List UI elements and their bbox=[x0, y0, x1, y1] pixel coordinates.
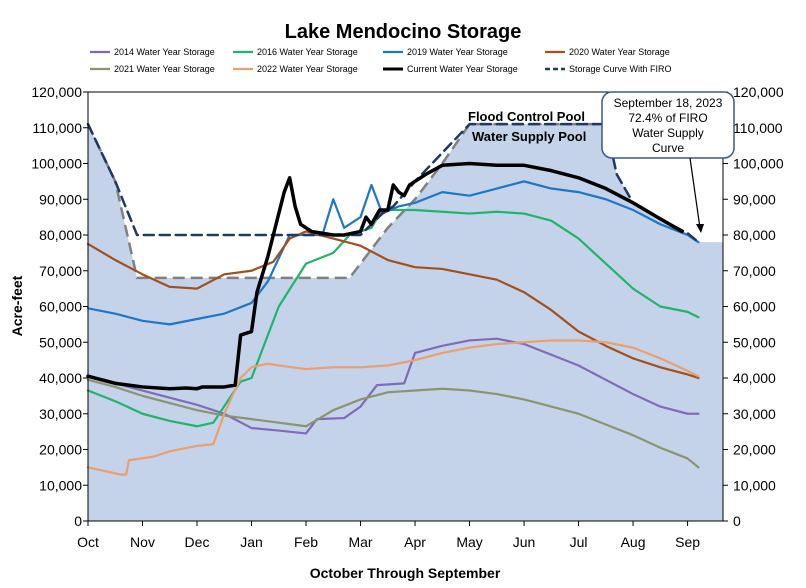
x-tick-label: Nov bbox=[130, 534, 155, 550]
y-tick-label-right: 10,000 bbox=[733, 477, 776, 493]
y-tick-label-right: 100,000 bbox=[733, 156, 784, 172]
legend-entry: 2022 Water Year Storage bbox=[257, 64, 358, 74]
legend-entry: 2020 Water Year Storage bbox=[569, 47, 670, 57]
y-tick-label-right: 110,000 bbox=[733, 120, 783, 136]
series-line-2014-water-year-storage bbox=[86, 337, 700, 435]
x-tick-label: Jul bbox=[570, 534, 588, 550]
y-tick-label-right: 90,000 bbox=[733, 191, 776, 207]
x-tick-label: Jun bbox=[513, 534, 536, 550]
y-tick-label-right: 50,000 bbox=[733, 334, 776, 350]
x-tick-label: Apr bbox=[404, 534, 426, 550]
series-line-2022-water-year-storage bbox=[86, 339, 700, 476]
x-tick-label: Dec bbox=[185, 534, 210, 550]
y-tick-label-right: 30,000 bbox=[733, 406, 776, 422]
callout-arrowhead bbox=[696, 224, 704, 233]
legend-entry: Storage Curve With FIRO bbox=[569, 64, 672, 74]
y-tick-label-left: 10,000 bbox=[39, 477, 82, 493]
series-line-2019-water-year-storage bbox=[86, 180, 700, 326]
x-tick-label: May bbox=[456, 534, 482, 550]
callout-line-1: September 18, 2023 bbox=[614, 96, 723, 110]
legend-entry: 2016 Water Year Storage bbox=[257, 47, 358, 57]
x-tick-label: Mar bbox=[348, 534, 372, 550]
series-line-current-water-year-storage bbox=[86, 161, 684, 391]
series-line-2020-water-year-storage bbox=[86, 230, 700, 380]
x-tick-label: Feb bbox=[294, 534, 318, 550]
y-tick-label-right: 70,000 bbox=[733, 263, 776, 279]
legend: 2014 Water Year Storage 2016 Water Year S… bbox=[90, 47, 672, 74]
plot-area bbox=[88, 92, 723, 521]
y-tick-label-left: 80,000 bbox=[39, 227, 82, 243]
series-layer bbox=[86, 122, 700, 476]
y-tick-label-right: 20,000 bbox=[733, 442, 776, 458]
x-tick-label: Aug bbox=[621, 534, 646, 550]
callout-line-4: Curve bbox=[652, 141, 684, 155]
chart-title: Lake Mendocino Storage bbox=[285, 21, 522, 43]
callout: September 18, 2023 72.4% of FIRO Water S… bbox=[601, 91, 735, 233]
y-tick-label-left: 50,000 bbox=[39, 334, 82, 350]
y-tick-label-right: 80,000 bbox=[733, 227, 776, 243]
y-tick-label-right: 60,000 bbox=[733, 299, 776, 315]
callout-line-3: Water Supply bbox=[632, 126, 704, 140]
y-tick-label-right: 120,000 bbox=[733, 84, 784, 100]
y-tick-label-left: 100,000 bbox=[31, 156, 82, 172]
callout-pointer bbox=[689, 157, 701, 229]
y-tick-label-left: 70,000 bbox=[39, 263, 82, 279]
y-tick-label-right: 0 bbox=[733, 513, 741, 529]
x-axis: Oct Nov Dec Jan Feb Mar Apr May Jun Jul Aug Sep bbox=[77, 521, 700, 550]
y-axis-label: Acre-feet bbox=[9, 275, 25, 336]
callout-box bbox=[601, 91, 735, 159]
y-axis-right: 0 10,000 20,000 30,000 40,000 50,000 60,000 70,… bbox=[723, 84, 784, 529]
x-tick-label: Sep bbox=[675, 534, 700, 550]
y-tick-label-left: 40,000 bbox=[39, 370, 82, 386]
y-tick-label-left: 120,000 bbox=[31, 84, 82, 100]
water-supply-pool-label: Water Supply Pool bbox=[472, 129, 586, 144]
x-tick-label: Jan bbox=[240, 534, 263, 550]
flood-control-pool-label: Flood Control Pool bbox=[468, 109, 585, 124]
legend-entry: 2014 Water Year Storage bbox=[114, 47, 215, 57]
y-tick-label-left: 30,000 bbox=[39, 406, 82, 422]
callout-line-2: 72.4% of FIRO bbox=[628, 111, 707, 125]
y-tick-label-left: 0 bbox=[74, 513, 82, 529]
legend-entry: 2019 Water Year Storage bbox=[407, 47, 508, 57]
y-tick-label-right: 40,000 bbox=[733, 370, 776, 386]
legend-entry: Current Water Year Storage bbox=[407, 64, 518, 74]
y-tick-label-left: 20,000 bbox=[39, 442, 82, 458]
series-line-2021-water-year-storage bbox=[86, 378, 700, 469]
y-axis-left: 0 10,000 20,000 30,000 40,000 50,000 60,000 70,… bbox=[31, 84, 88, 529]
y-tick-label-left: 110,000 bbox=[32, 120, 82, 136]
x-axis-label: October Through September bbox=[310, 565, 501, 581]
legend-entry: 2021 Water Year Storage bbox=[114, 64, 215, 74]
x-tick-label: Oct bbox=[77, 534, 99, 550]
y-tick-label-left: 90,000 bbox=[39, 191, 82, 207]
y-tick-label-left: 60,000 bbox=[39, 299, 82, 315]
water-supply-curve bbox=[86, 122, 606, 280]
flood-control-pool-region bbox=[88, 92, 723, 278]
